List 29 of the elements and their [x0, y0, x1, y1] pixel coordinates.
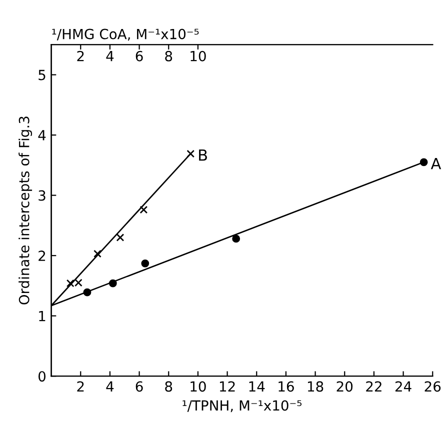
x2-axis-title: ¹/HMG CoA, M⁻¹x10⁻⁵: [52, 28, 199, 41]
x-tick-label: 4: [106, 381, 114, 392]
x-tick-label: 16: [278, 381, 294, 392]
x-tick-label: 8: [165, 381, 172, 392]
x-tick-label: 22: [366, 381, 382, 392]
x-tick-label: 20: [336, 381, 353, 392]
y-tick-label: 4: [38, 130, 46, 140]
x-tick-label: 18: [308, 381, 324, 392]
x-axis-title: ¹/TPNH, M⁻¹x10⁻⁵: [182, 400, 302, 412]
y-tick-label: 2: [38, 250, 46, 261]
series-label: B: [199, 150, 207, 161]
x-tick-label: 6: [136, 381, 143, 392]
y-tick-label: 5: [38, 70, 46, 80]
y-tick-label: 1: [39, 311, 46, 322]
y-axis-title: Ordinate intercepts of Fig.3: [18, 116, 32, 304]
x-tick-label: 24: [395, 381, 412, 392]
x2-tick-label: 8: [165, 50, 172, 62]
series-label: A: [430, 158, 442, 170]
y-tick-label: 3: [38, 190, 46, 201]
y-tick-label: 0: [38, 371, 46, 382]
x2-tick-label: 10: [190, 50, 206, 62]
x2-tick-label: 4: [106, 51, 114, 62]
x-tick-label: 14: [249, 381, 265, 392]
x2-tick-label: 2: [77, 50, 84, 62]
x2-tick-label: 6: [136, 50, 143, 62]
x-tick-label: 2: [77, 381, 84, 392]
x-tick-label: 10: [190, 381, 206, 392]
x-tick-label: 12: [220, 381, 235, 392]
x-tick-label: 26: [424, 381, 441, 392]
